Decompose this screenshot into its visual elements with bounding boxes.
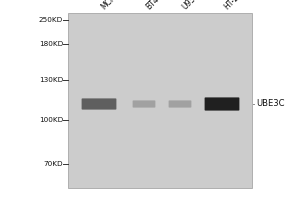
Text: U937: U937 — [180, 0, 201, 11]
FancyBboxPatch shape — [82, 98, 116, 110]
FancyBboxPatch shape — [133, 100, 155, 108]
Text: 250KD: 250KD — [39, 17, 63, 23]
Text: 180KD: 180KD — [39, 41, 63, 47]
Text: 100KD: 100KD — [39, 117, 63, 123]
Text: 130KD: 130KD — [39, 77, 63, 83]
Text: MCF7: MCF7 — [99, 0, 120, 11]
Text: BT474: BT474 — [144, 0, 168, 11]
Text: UBE3C: UBE3C — [256, 99, 285, 108]
Bar — [68, 13, 252, 188]
Text: HT-29: HT-29 — [222, 0, 244, 11]
FancyBboxPatch shape — [205, 97, 239, 111]
Text: 70KD: 70KD — [44, 161, 63, 167]
FancyBboxPatch shape — [169, 100, 191, 108]
